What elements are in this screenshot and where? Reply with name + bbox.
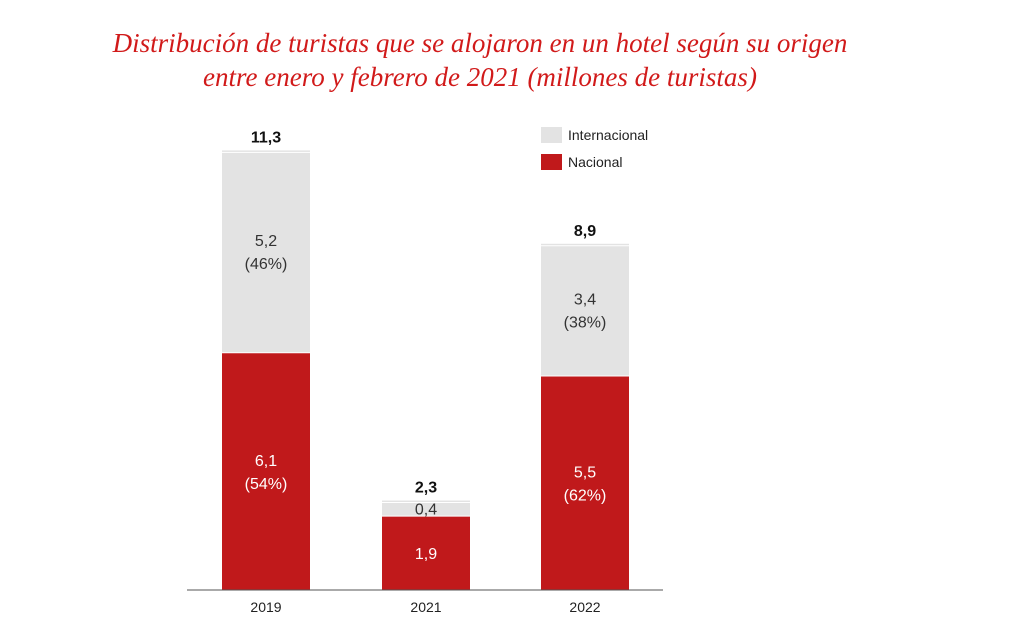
x-tick-label-2019: 2019 bbox=[250, 599, 281, 615]
data-label-internacional-2022: (38%) bbox=[564, 314, 607, 331]
data-label-nacional-2021: 1,9 bbox=[415, 546, 437, 563]
total-label-2022: 8,9 bbox=[574, 223, 596, 240]
bar-internacional-2019 bbox=[222, 150, 310, 353]
total-label-2021: 2,3 bbox=[415, 480, 437, 497]
legend-label-nacional: Nacional bbox=[568, 154, 622, 170]
x-tick-label-2021: 2021 bbox=[410, 599, 441, 615]
legend-label-internacional: Internacional bbox=[568, 127, 648, 143]
bar-nacional-2022 bbox=[541, 376, 629, 590]
legend-swatch-internacional bbox=[541, 127, 562, 143]
data-label-nacional-2019: 6,1 bbox=[255, 453, 277, 470]
data-label-internacional-2021: 0,4 bbox=[415, 501, 437, 518]
bar-nacional-2021 bbox=[382, 516, 470, 590]
data-label-internacional-2019: (46%) bbox=[245, 256, 288, 273]
bar-nacional-2019 bbox=[222, 352, 310, 590]
bar-internacional-2021 bbox=[382, 500, 470, 517]
data-label-internacional-2022: 3,4 bbox=[574, 291, 596, 308]
total-label-2019: 11,3 bbox=[251, 129, 281, 146]
bars-layer bbox=[222, 150, 629, 590]
legend: Internacional Nacional bbox=[541, 127, 648, 170]
data-label-nacional-2022: 5,5 bbox=[574, 465, 596, 482]
chart-title-line-1: Distribución de turistas que se alojaron… bbox=[112, 28, 848, 58]
data-label-nacional-2022: (62%) bbox=[564, 488, 607, 505]
data-label-internacional-2019: 5,2 bbox=[255, 233, 277, 250]
x-tick-label-2022: 2022 bbox=[569, 599, 600, 615]
chart-title-line-2: entre enero y febrero de 2021 (millones … bbox=[203, 62, 757, 92]
legend-swatch-nacional bbox=[541, 154, 562, 170]
bar-internacional-2022 bbox=[541, 243, 629, 377]
chart-title: Distribución de turistas que se alojaron… bbox=[0, 26, 960, 94]
data-label-nacional-2019: (54%) bbox=[245, 476, 288, 493]
labels-layer: 6,1 (54%) 5,2 (46%) 11,3 2019 1,9 0,4 2,3 2021 5,5… bbox=[245, 129, 607, 615]
